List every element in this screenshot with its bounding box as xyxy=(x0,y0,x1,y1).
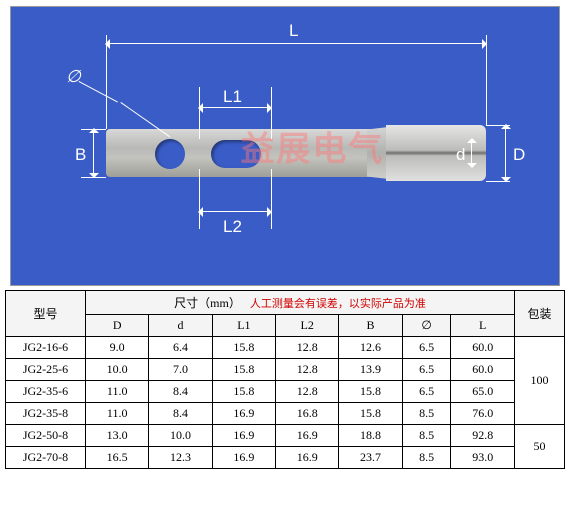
spec-table: 型号 尺寸（mm） 人工测量会有误差，以实际产品为准 包装 D d L1 L2 … xyxy=(5,290,565,469)
cell-value: 15.8 xyxy=(212,381,275,403)
cell-value: 12.8 xyxy=(276,381,339,403)
th-d: d xyxy=(149,315,212,337)
cell-value: 10.0 xyxy=(86,359,149,381)
cell-value: 11.0 xyxy=(86,381,149,403)
cell-value: 13.9 xyxy=(339,359,402,381)
cell-value: 11.0 xyxy=(86,403,149,425)
cell-value: 6.5 xyxy=(402,359,451,381)
dim-L2-label: L2 xyxy=(223,217,242,237)
table-row: JG2-70-816.512.316.916.923.78.593.0 xyxy=(6,447,565,469)
cell-value: 6.5 xyxy=(402,337,451,359)
cell-model: JG2-35-8 xyxy=(6,403,86,425)
cell-value: 12.6 xyxy=(339,337,402,359)
dim-L1-ext-l xyxy=(199,87,200,139)
th-phi: ∅ xyxy=(402,315,451,337)
dim-L1-line xyxy=(199,107,271,108)
cell-value: 16.9 xyxy=(212,403,275,425)
table-body: JG2-16-69.06.415.812.812.66.560.0100JG2-… xyxy=(6,337,565,469)
dim-L1-ext-r xyxy=(271,87,272,139)
cell-value: 12.8 xyxy=(276,337,339,359)
table-row: JG2-25-610.07.015.812.813.96.560.0 xyxy=(6,359,565,381)
cell-value: 16.9 xyxy=(212,447,275,469)
cell-model: JG2-16-6 xyxy=(6,337,86,359)
th-L1: L1 xyxy=(212,315,275,337)
dim-phi-leader2 xyxy=(79,81,118,103)
cell-model: JG2-25-6 xyxy=(6,359,86,381)
dim-B-line xyxy=(93,129,94,177)
table-row: JG2-35-811.08.416.916.815.88.576.0 xyxy=(6,403,565,425)
dim-D-label: D xyxy=(513,145,525,165)
cell-model: JG2-50-8 xyxy=(6,425,86,447)
cell-value: 65.0 xyxy=(451,381,515,403)
dim-B-label: B xyxy=(75,145,86,165)
cell-value: 12.8 xyxy=(276,359,339,381)
cell-value: 15.8 xyxy=(339,403,402,425)
cell-value: 8.5 xyxy=(402,447,451,469)
cell-value: 8.4 xyxy=(149,381,212,403)
table-row: JG2-35-611.08.415.812.815.86.565.0 xyxy=(6,381,565,403)
cell-value: 15.8 xyxy=(339,381,402,403)
cell-value: 6.4 xyxy=(149,337,212,359)
th-note: 人工测量会有误差，以实际产品为准 xyxy=(250,298,426,310)
cell-value: 9.0 xyxy=(86,337,149,359)
th-cols-row: D d L1 L2 B ∅ L xyxy=(6,315,565,337)
cell-value: 60.0 xyxy=(451,337,515,359)
dim-L-label: L xyxy=(289,21,298,41)
cell-pack: 100 xyxy=(515,337,565,425)
th-model: 型号 xyxy=(6,291,86,337)
cell-value: 8.4 xyxy=(149,403,212,425)
table-row: JG2-50-813.010.016.916.918.88.592.850 xyxy=(6,425,565,447)
lug-hole-round xyxy=(155,139,185,169)
table-row: JG2-16-69.06.415.812.812.66.560.0100 xyxy=(6,337,565,359)
dim-d-label: d xyxy=(456,145,465,165)
th-pack: 包装 xyxy=(515,291,565,337)
cell-pack: 50 xyxy=(515,425,565,469)
cell-value: 92.8 xyxy=(451,425,515,447)
cell-value: 16.9 xyxy=(212,425,275,447)
cell-value: 93.0 xyxy=(451,447,515,469)
dim-L-ext-l xyxy=(106,35,107,129)
cell-value: 16.5 xyxy=(86,447,149,469)
cell-model: JG2-35-6 xyxy=(6,381,86,403)
cell-value: 6.5 xyxy=(402,381,451,403)
cell-value: 8.5 xyxy=(402,425,451,447)
cell-value: 76.0 xyxy=(451,403,515,425)
th-L: L xyxy=(451,315,515,337)
dim-D-line xyxy=(505,125,506,181)
dimension-diagram: 益展电气 L L1 L2 B ∅ d D xyxy=(10,6,560,286)
th-D: D xyxy=(86,315,149,337)
lug-hole-oval xyxy=(211,140,261,168)
dim-L-line xyxy=(106,43,486,44)
cell-value: 7.0 xyxy=(149,359,212,381)
dim-phi-label: ∅ xyxy=(66,67,81,87)
cell-value: 8.5 xyxy=(402,403,451,425)
cell-value: 12.3 xyxy=(149,447,212,469)
dim-L1-label: L1 xyxy=(223,87,242,107)
cell-model: JG2-70-8 xyxy=(6,447,86,469)
cell-value: 16.9 xyxy=(276,425,339,447)
dim-d-line xyxy=(471,139,472,167)
dim-L2-ext-r xyxy=(271,169,272,229)
th-size: 尺寸（mm） 人工测量会有误差，以实际产品为准 xyxy=(86,291,515,315)
dim-L2-line xyxy=(199,211,271,212)
cell-value: 16.9 xyxy=(276,447,339,469)
cell-value: 16.8 xyxy=(276,403,339,425)
th-L2: L2 xyxy=(276,315,339,337)
cell-value: 23.7 xyxy=(339,447,402,469)
cell-value: 10.0 xyxy=(149,425,212,447)
cell-value: 13.0 xyxy=(86,425,149,447)
dim-L2-ext-l xyxy=(199,169,200,229)
cell-value: 18.8 xyxy=(339,425,402,447)
cell-value: 15.8 xyxy=(212,359,275,381)
th-B: B xyxy=(339,315,402,337)
cell-value: 60.0 xyxy=(451,359,515,381)
cell-value: 15.8 xyxy=(212,337,275,359)
th-size-text: 尺寸（mm） xyxy=(174,296,241,310)
